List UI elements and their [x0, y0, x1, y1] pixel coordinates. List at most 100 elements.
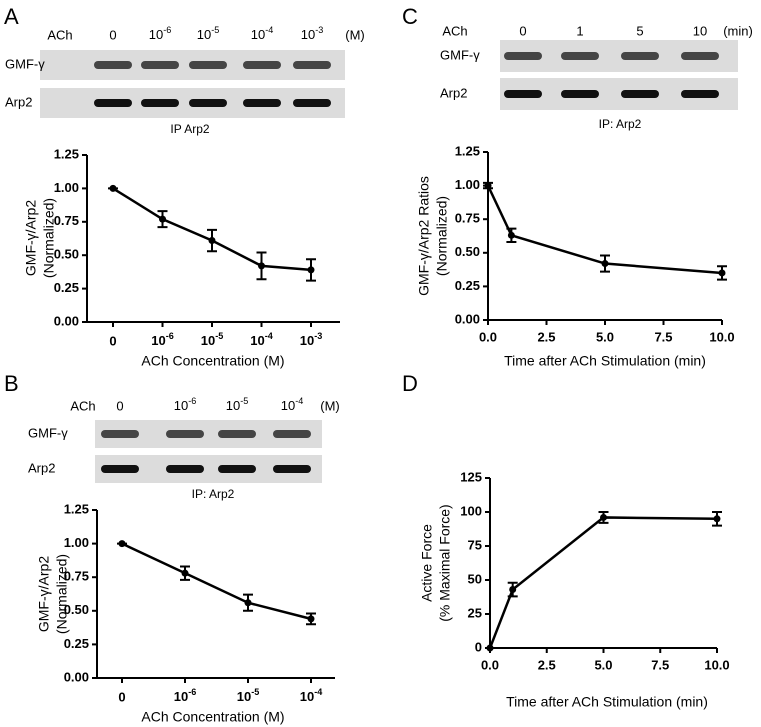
data-point	[307, 266, 315, 274]
lane-label: 10-6	[149, 25, 172, 42]
y-axis-label: (Normalized)	[54, 554, 70, 634]
data-point	[486, 644, 494, 652]
y-tick-label: 0.00	[64, 669, 89, 684]
x-tick-label: 5.0	[594, 657, 612, 672]
blot-unit: (M)	[320, 398, 340, 413]
blot-band	[189, 99, 227, 107]
y-tick-label: 0.75	[455, 211, 480, 226]
x-tick-label: 10.0	[709, 329, 734, 344]
blot-band	[218, 465, 256, 473]
data-point	[258, 262, 265, 270]
blot-band	[293, 61, 331, 69]
y-axis-label: (Normalized)	[41, 198, 57, 278]
y-tick-label: 1.25	[54, 146, 79, 161]
blot-band	[94, 99, 132, 107]
data-point	[181, 569, 189, 577]
blot-band	[166, 465, 204, 473]
y-tick-label: 0.50	[64, 602, 89, 617]
blot-band	[189, 61, 227, 69]
panel-letter: B	[4, 371, 19, 396]
y-tick-label: 0.75	[54, 213, 79, 228]
lane-label: 0	[109, 27, 116, 42]
x-tick-label: 7.5	[654, 329, 672, 344]
blot-row-label: Arp2	[5, 94, 32, 109]
data-point	[307, 615, 315, 623]
y-tick-label: 0.00	[455, 311, 480, 326]
x-tick-label: 10-3	[300, 331, 323, 348]
panel-letter: D	[402, 371, 418, 396]
blot-band	[273, 430, 311, 438]
blot-band	[621, 52, 659, 60]
data-point	[118, 540, 126, 548]
y-tick-label: 0.75	[64, 569, 89, 584]
blot-header: ACh	[70, 398, 95, 413]
data-point	[713, 515, 721, 523]
y-tick-label: 0	[475, 639, 482, 654]
y-axis-label: (% Maximal Force)	[437, 504, 453, 621]
x-tick-label: 0.0	[479, 329, 497, 344]
y-tick-label: 75	[468, 537, 482, 552]
blot-caption: IP: Arp2	[192, 487, 235, 501]
blot-row-label: Arp2	[28, 460, 55, 475]
panel-letter: A	[4, 4, 19, 29]
y-tick-label: 1.25	[64, 501, 89, 516]
y-tick-label: 25	[468, 605, 482, 620]
y-tick-label: 0.50	[455, 244, 480, 259]
lane-label: 10-4	[281, 396, 304, 413]
data-point	[244, 599, 252, 607]
lane-label: 10-5	[226, 396, 249, 413]
y-tick-label: 0.25	[64, 636, 89, 651]
y-tick-label: 1.00	[54, 180, 79, 195]
blot-band	[293, 99, 331, 107]
x-tick-label: 10-5	[237, 687, 260, 704]
x-tick-label: 10-6	[151, 331, 174, 348]
x-axis-label: Time after ACh Stimulation (min)	[506, 694, 708, 710]
x-tick-label: 10-4	[300, 687, 323, 704]
blot-header: ACh	[442, 23, 467, 38]
x-tick-label: 0	[118, 689, 125, 704]
lane-label: 10-3	[301, 25, 324, 42]
y-axis-label: GMF-γ/Arp2	[36, 556, 52, 632]
y-tick-label: 50	[468, 571, 482, 586]
blot-row-label: GMF-γ	[28, 425, 68, 440]
blot-band	[243, 99, 281, 107]
blot-band	[504, 90, 542, 98]
data-point	[600, 513, 607, 521]
panel-letter: C	[402, 4, 418, 29]
blot-row-label: GMF-γ	[5, 56, 45, 71]
blot-band	[561, 90, 599, 98]
lane-label: 10	[693, 23, 707, 38]
blot-band	[141, 61, 179, 69]
blot-band	[681, 52, 719, 60]
x-axis-label: ACh Concentration (M)	[141, 709, 284, 725]
y-tick-label: 0.50	[54, 247, 79, 262]
lane-label: 10-6	[174, 396, 197, 413]
lane-label: 1	[576, 23, 583, 38]
blot-band	[141, 99, 179, 107]
data-point	[159, 215, 166, 223]
data-point	[509, 586, 517, 594]
data-line	[121, 542, 312, 621]
x-tick-label: 10-6	[174, 687, 197, 704]
y-axis-label: GMF-γ/Arp2	[23, 200, 39, 276]
blot-band	[561, 52, 599, 60]
y-axis-label: (Normalized)	[434, 196, 450, 276]
x-axis-label: ACh Concentration (M)	[141, 353, 284, 369]
y-tick-label: 1.00	[455, 177, 480, 192]
data-point	[507, 231, 515, 239]
x-tick-label: 10-4	[250, 331, 273, 348]
x-tick-label: 10-5	[201, 331, 224, 348]
blot-band	[101, 465, 139, 473]
y-tick-label: 0.25	[54, 280, 79, 295]
blot-unit: (min)	[723, 23, 753, 38]
blot-unit: (M)	[345, 27, 365, 42]
y-tick-label: 125	[460, 469, 482, 484]
x-tick-label: 2.5	[538, 657, 556, 672]
x-axis-label: Time after ACh Stimulation (min)	[504, 353, 706, 369]
y-axis-label: GMF-γ/Arp2 Ratios	[416, 176, 432, 296]
data-line	[488, 516, 718, 649]
lane-label: 10-4	[251, 25, 274, 42]
blot-band	[166, 430, 204, 438]
blot-header: ACh	[47, 27, 72, 42]
